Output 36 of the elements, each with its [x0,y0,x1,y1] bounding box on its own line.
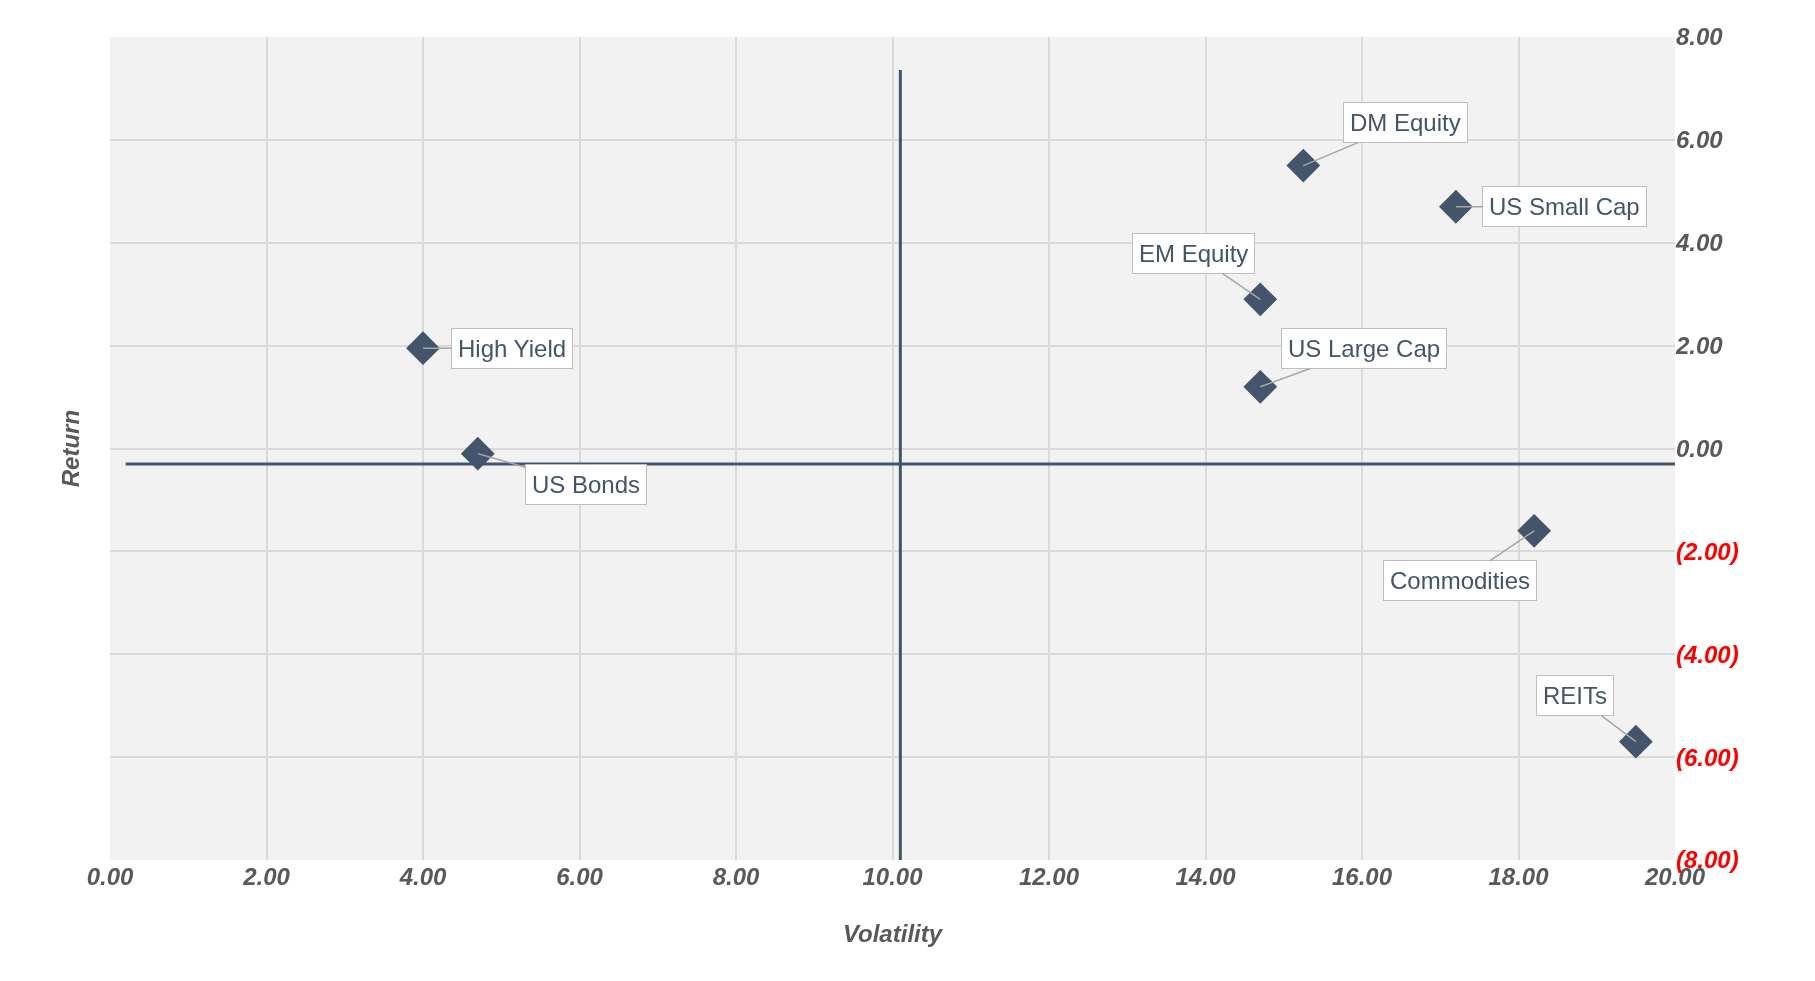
point [460,436,495,471]
x-axis-title: Volatility [842,920,944,947]
point [1243,369,1278,404]
point [1517,513,1552,548]
point [1439,189,1473,224]
y-tick-label: (2.00) [1676,537,1739,565]
x-tick-label: 0.00 [86,863,134,890]
x-tick-label: 18.00 [1488,863,1550,890]
point [1286,148,1321,183]
y-tick-label: 6.00 [1676,126,1724,154]
x-tick-label: 12.00 [1018,863,1080,890]
x-tick-label: 10.00 [862,863,924,890]
y-tick-label: 4.00 [1675,229,1724,257]
x-tick-label: 14.00 [1175,863,1237,890]
x-tick-label: 2.00 [242,863,291,890]
series-label: US Bonds [532,471,641,498]
series-label: REITs [1543,682,1608,709]
series-label: EM Equity [1139,240,1249,267]
y-axis-title: Return [57,409,85,488]
y-tick-label: (6.00) [1676,743,1739,771]
x-tick-label: 8.00 [712,863,760,890]
x-tick-label: 6.00 [556,863,604,890]
point [406,331,440,366]
y-tick-label: 0.00 [1676,434,1724,462]
point [1243,282,1278,317]
series-label: Commodities [1390,567,1531,594]
x-tick-label: 16.00 [1331,863,1393,890]
series-label: DM Equity [1350,109,1461,136]
y-tick-label: 8.00 [1676,23,1724,51]
series-label: US Small Cap [1489,193,1640,220]
point [1618,724,1653,759]
series-label: US Large Cap [1288,335,1441,362]
series-label: High Yield [458,335,567,362]
y-tick-label: 2.00 [1675,332,1724,360]
y-tick-label: (4.00) [1676,640,1739,668]
x-tick-label: 4.00 [398,863,447,890]
